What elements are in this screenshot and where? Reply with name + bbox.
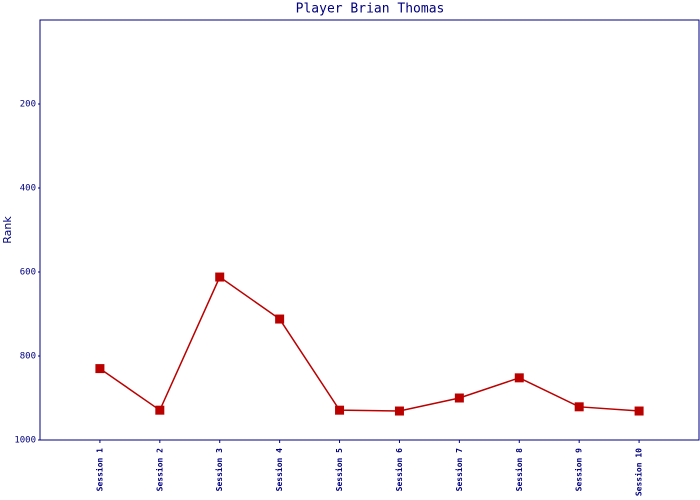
x-tick-label: Session 1 (94, 448, 104, 492)
y-tick-label: 400 (20, 184, 36, 194)
point-marker (275, 314, 285, 324)
x-tick-label: Session 2 (154, 448, 164, 492)
chart-title: Player Brian Thomas (296, 2, 445, 17)
x-tick-label: Session 4 (274, 448, 284, 492)
y-axis-label: Rank (1, 216, 14, 244)
x-tick-label: Session 7 (454, 448, 464, 492)
point-marker (454, 393, 464, 403)
point-marker (335, 405, 345, 415)
x-tick-label: Session 3 (214, 448, 224, 492)
y-tick-label: 1000 (14, 436, 36, 446)
x-tick-label: Session 10 (634, 448, 644, 496)
plot-frame (39, 19, 700, 441)
point-marker (215, 272, 225, 282)
x-tick-label: Session 5 (334, 448, 344, 492)
point-marker (394, 406, 404, 416)
x-tick-label: Session 9 (574, 448, 584, 492)
point-marker (514, 373, 524, 383)
point-marker (574, 402, 584, 412)
x-tick-label: Session 6 (394, 448, 404, 492)
y-tick-label: 800 (20, 352, 36, 362)
y-tick-label: 600 (20, 268, 36, 278)
x-tick-label: Session 8 (514, 448, 524, 492)
point-marker (155, 405, 165, 415)
y-tick-label: 200 (20, 100, 36, 110)
point-marker (634, 406, 644, 416)
point-marker (95, 364, 105, 374)
series-line (99, 275, 640, 412)
